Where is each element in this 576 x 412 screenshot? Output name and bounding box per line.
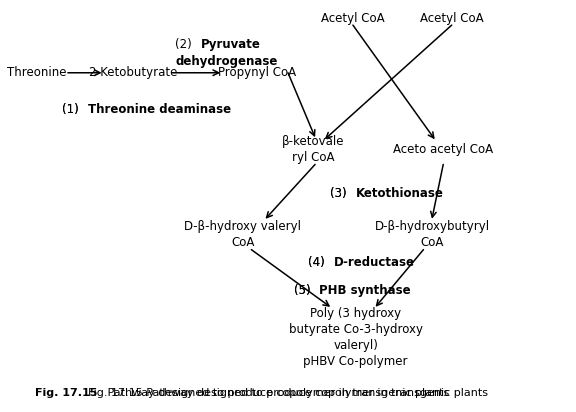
Text: β-ketovale
ryl CoA: β-ketovale ryl CoA [282,135,344,164]
Text: Acetyl CoA: Acetyl CoA [420,12,483,25]
Text: Fig. 17.15: Fig. 17.15 [0,411,1,412]
Text: Threonine deaminase: Threonine deaminase [88,103,231,116]
Text: (3) Ketothionase: (3) Ketothionase [330,187,428,200]
Text: D-reductase: D-reductase [334,256,415,269]
Text: (3): (3) [330,187,351,200]
Text: (4): (4) [0,411,1,412]
Text: (5): (5) [294,284,314,297]
Text: 2 Ketobutyrate: 2 Ketobutyrate [89,66,177,79]
Text: (5) PHB synthase: (5) PHB synthase [294,284,395,297]
Text: dehydrogenase: dehydrogenase [175,55,278,68]
Text: (1): (1) [62,103,83,116]
Text: Aceto acetyl CoA: Aceto acetyl CoA [393,143,493,156]
Text: Threonine: Threonine [7,66,67,79]
Text: (3): (3) [0,411,1,412]
Text: Acetyl CoA: Acetyl CoA [321,12,385,25]
Text: Pathway designed to produce copolymer in transgenic plants: Pathway designed to produce copolymer in… [104,388,450,398]
Text: (2): (2) [175,38,196,51]
Text: Fig. 17.15: Fig. 17.15 [35,388,97,398]
Text: (5): (5) [0,411,1,412]
Text: PHB synthase: PHB synthase [320,284,411,297]
Text: D-β-hydroxy valeryl
CoA: D-β-hydroxy valeryl CoA [184,220,301,249]
Text: (4) D-reductase: (4) D-reductase [308,256,400,269]
Text: D-β-hydroxybutyryl
CoA: D-β-hydroxybutyryl CoA [374,220,490,249]
Text: Ketothionase: Ketothionase [356,187,444,200]
Text: Fig. 17.15 Pathway designed to produce copolymer in transgenic plants: Fig. 17.15 Pathway designed to produce c… [88,388,488,398]
Text: (1) Threonine deaminase: (1) Threonine deaminase [62,103,211,116]
Text: Poly (3 hydroxy
butyrate Co-3-hydroxy
valeryl)
pHBV Co-polymer: Poly (3 hydroxy butyrate Co-3-hydroxy va… [289,307,423,368]
Text: Propynyl CoA: Propynyl CoA [218,66,296,79]
Text: (1): (1) [0,411,1,412]
Text: (3): (3) [330,187,351,200]
Text: (5): (5) [294,284,314,297]
Text: Fig. 17.15 Pathway designed to produce copolymer in transgenic plants: Fig. 17.15 Pathway designed to produce c… [0,411,1,412]
Text: (4): (4) [308,256,328,269]
Text: (4): (4) [308,256,328,269]
Text: Pyruvate: Pyruvate [201,38,261,51]
Text: (1): (1) [62,103,83,116]
